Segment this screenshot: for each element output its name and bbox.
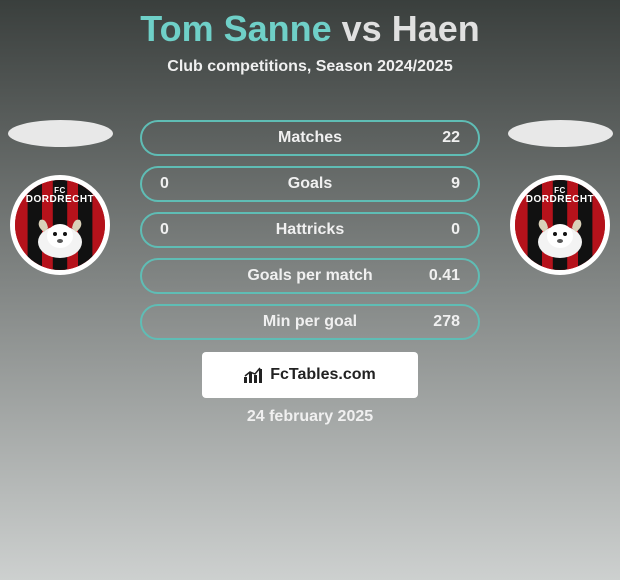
stat-right: 0: [400, 221, 460, 239]
ram-icon: [30, 212, 90, 262]
stat-row: Matches 22: [140, 120, 480, 156]
stat-left: 0: [160, 221, 220, 239]
stat-right: 278: [400, 313, 460, 331]
bar-chart-icon: [244, 367, 264, 383]
player2-name: Haen: [392, 8, 480, 49]
stat-row: Min per goal 278: [140, 304, 480, 340]
comparison-card: Tom Sanne vs Haen Club competitions, Sea…: [0, 0, 620, 580]
ram-icon: [530, 212, 590, 262]
stat-right: 9: [400, 175, 460, 193]
stat-label: Matches: [220, 129, 400, 147]
stat-left: 0: [160, 175, 220, 193]
player2-club-badge: FC DORDRECHT: [510, 175, 610, 275]
stat-label: Goals: [220, 175, 400, 193]
stat-right: 0.41: [400, 267, 460, 285]
player1-name: Tom Sanne: [140, 8, 331, 49]
vs-text: vs: [342, 8, 382, 49]
stat-right: 22: [400, 129, 460, 147]
club-text-2: DORDRECHT: [15, 194, 105, 205]
stat-row: 0 Goals 9: [140, 166, 480, 202]
date-text: 24 february 2025: [0, 408, 620, 426]
stat-label: Hattricks: [220, 221, 400, 239]
player2-ellipse: [508, 120, 613, 147]
stat-label: Min per goal: [220, 313, 400, 331]
stat-row: Goals per match 0.41: [140, 258, 480, 294]
footer-brand-text: FcTables.com: [270, 366, 376, 384]
stat-row: 0 Hattricks 0: [140, 212, 480, 248]
left-column: FC DORDRECHT: [0, 120, 120, 275]
stats-list: Matches 22 0 Goals 9 0 Hattricks 0 Goals…: [140, 120, 480, 340]
subtitle: Club competitions, Season 2024/2025: [0, 58, 620, 76]
page-title: Tom Sanne vs Haen: [0, 0, 620, 50]
player1-ellipse: [8, 120, 113, 147]
footer-brand-badge: FcTables.com: [202, 352, 418, 398]
player1-club-badge: FC DORDRECHT: [10, 175, 110, 275]
right-column: FC DORDRECHT: [500, 120, 620, 275]
club-text-2: DORDRECHT: [515, 194, 605, 205]
stat-label: Goals per match: [220, 267, 400, 285]
